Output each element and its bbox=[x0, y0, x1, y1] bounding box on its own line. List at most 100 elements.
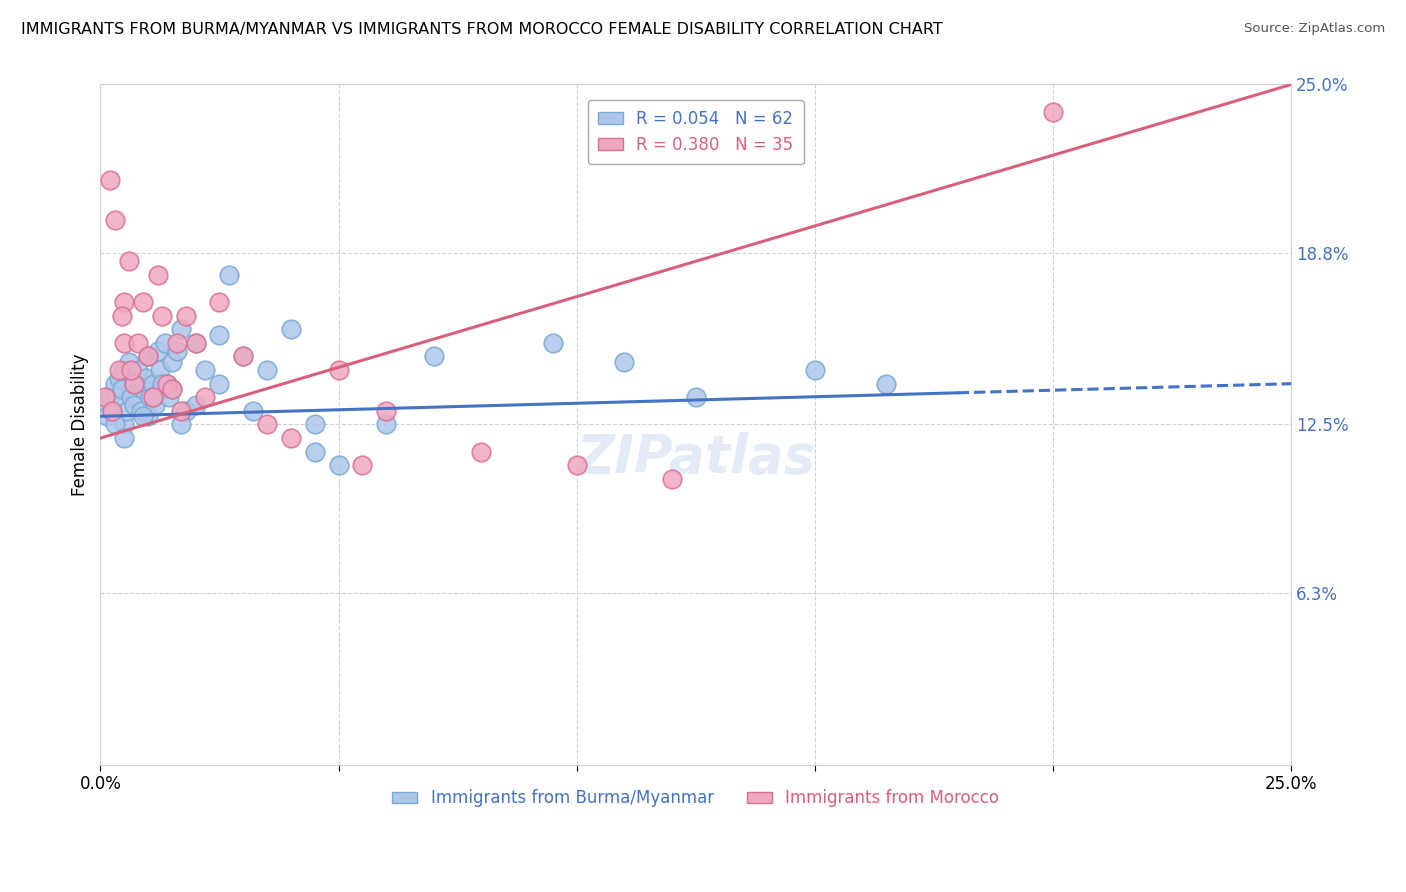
Point bbox=[208, 376, 231, 391]
Point bbox=[96, 409, 118, 424]
Point bbox=[129, 404, 152, 418]
Point bbox=[112, 335, 135, 350]
Point bbox=[118, 254, 141, 268]
Point bbox=[94, 399, 117, 413]
Point bbox=[142, 390, 165, 404]
Point bbox=[101, 404, 124, 418]
Point bbox=[232, 350, 254, 364]
Point bbox=[132, 295, 155, 310]
Point bbox=[218, 268, 240, 282]
Point bbox=[112, 363, 135, 377]
Point bbox=[146, 268, 169, 282]
Point bbox=[104, 417, 127, 432]
Point bbox=[120, 390, 142, 404]
Point bbox=[104, 376, 127, 391]
Point bbox=[280, 322, 302, 336]
Point bbox=[166, 335, 188, 350]
Point bbox=[118, 355, 141, 369]
Point bbox=[98, 390, 121, 404]
Point bbox=[142, 390, 165, 404]
Point bbox=[104, 213, 127, 227]
Point bbox=[156, 376, 179, 391]
Point bbox=[146, 344, 169, 359]
Point bbox=[1042, 104, 1064, 119]
Point bbox=[375, 404, 398, 418]
Point bbox=[108, 363, 131, 377]
Point bbox=[160, 355, 183, 369]
Point bbox=[125, 376, 148, 391]
Point bbox=[159, 390, 181, 404]
Point bbox=[685, 390, 707, 404]
Point bbox=[375, 417, 398, 432]
Point bbox=[150, 376, 173, 391]
Point bbox=[170, 404, 193, 418]
Point bbox=[111, 382, 134, 396]
Point bbox=[194, 363, 217, 377]
Point bbox=[112, 417, 135, 432]
Point bbox=[150, 382, 173, 396]
Point bbox=[122, 399, 145, 413]
Point bbox=[194, 390, 217, 404]
Point bbox=[120, 363, 142, 377]
Point bbox=[170, 322, 193, 336]
Point bbox=[135, 371, 157, 385]
Legend: Immigrants from Burma/Myanmar, Immigrants from Morocco: Immigrants from Burma/Myanmar, Immigrant… bbox=[385, 782, 1007, 814]
Point bbox=[150, 309, 173, 323]
Point bbox=[174, 309, 197, 323]
Point bbox=[105, 390, 128, 404]
Point bbox=[280, 431, 302, 445]
Point bbox=[184, 335, 207, 350]
Y-axis label: Female Disability: Female Disability bbox=[72, 353, 89, 496]
Point bbox=[470, 444, 492, 458]
Point bbox=[111, 309, 134, 323]
Point bbox=[160, 382, 183, 396]
Point bbox=[132, 409, 155, 424]
Point bbox=[136, 350, 159, 364]
Point bbox=[153, 335, 176, 350]
Point bbox=[184, 335, 207, 350]
Point bbox=[304, 417, 326, 432]
Point bbox=[304, 444, 326, 458]
Point bbox=[101, 404, 124, 418]
Point bbox=[541, 335, 564, 350]
Point bbox=[98, 172, 121, 186]
Point bbox=[127, 335, 149, 350]
Point bbox=[613, 355, 636, 369]
Point bbox=[108, 371, 131, 385]
Point bbox=[208, 327, 231, 342]
Point bbox=[174, 404, 197, 418]
Point bbox=[661, 472, 683, 486]
Point bbox=[156, 376, 179, 391]
Point bbox=[122, 376, 145, 391]
Point bbox=[170, 417, 193, 432]
Point bbox=[256, 363, 278, 377]
Point bbox=[139, 390, 162, 404]
Point bbox=[149, 363, 172, 377]
Text: Source: ZipAtlas.com: Source: ZipAtlas.com bbox=[1244, 22, 1385, 36]
Point bbox=[328, 458, 350, 473]
Point bbox=[136, 350, 159, 364]
Point bbox=[875, 376, 897, 391]
Text: IMMIGRANTS FROM BURMA/MYANMAR VS IMMIGRANTS FROM MOROCCO FEMALE DISABILITY CORRE: IMMIGRANTS FROM BURMA/MYANMAR VS IMMIGRA… bbox=[21, 22, 943, 37]
Point bbox=[565, 458, 588, 473]
Point bbox=[142, 376, 165, 391]
Text: ZIPatlas: ZIPatlas bbox=[576, 433, 815, 484]
Point bbox=[328, 363, 350, 377]
Point bbox=[232, 350, 254, 364]
Point bbox=[112, 431, 135, 445]
Point bbox=[352, 458, 374, 473]
Point bbox=[132, 382, 155, 396]
Point bbox=[127, 363, 149, 377]
Point bbox=[143, 399, 166, 413]
Point bbox=[112, 295, 135, 310]
Point bbox=[160, 382, 183, 396]
Point bbox=[184, 399, 207, 413]
Point bbox=[256, 417, 278, 432]
Point bbox=[208, 295, 231, 310]
Point bbox=[94, 390, 117, 404]
Point bbox=[242, 404, 264, 418]
Point bbox=[804, 363, 827, 377]
Point bbox=[423, 350, 446, 364]
Point bbox=[115, 404, 138, 418]
Point bbox=[166, 344, 188, 359]
